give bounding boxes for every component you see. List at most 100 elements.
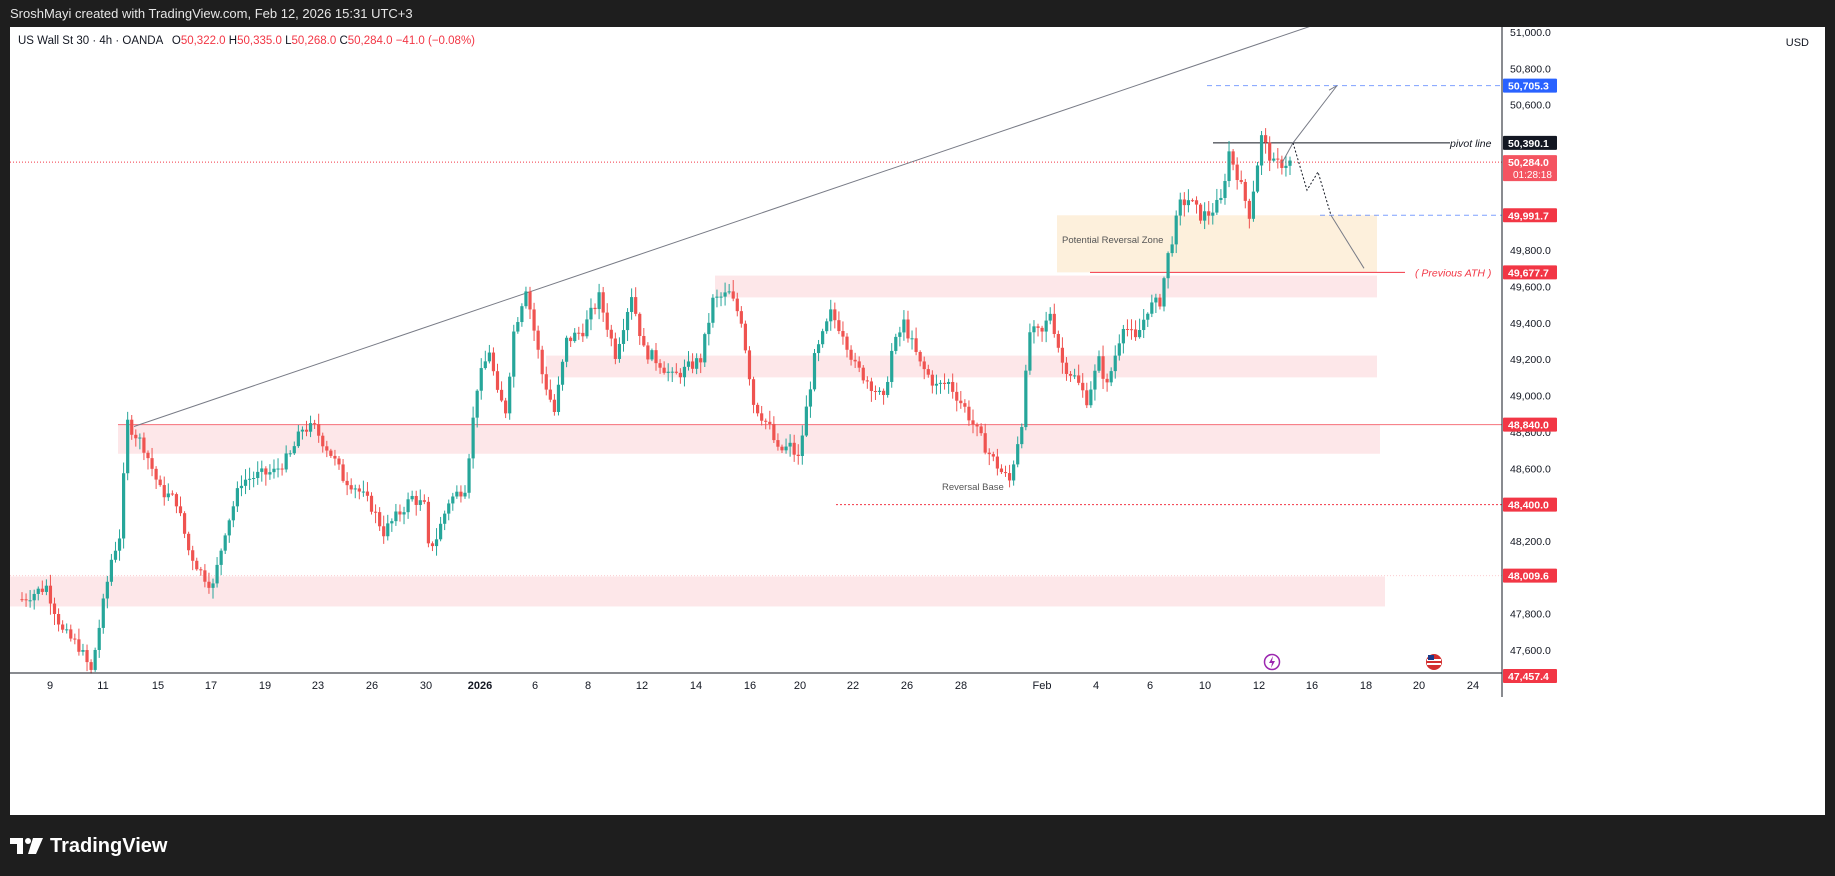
bull-candle [707, 313, 711, 346]
bear-candle [914, 327, 918, 356]
bull-candle [617, 337, 622, 363]
bear-candle [85, 644, 89, 672]
bull-candle [475, 389, 479, 428]
bull-candle [1142, 309, 1146, 339]
bear-candle [837, 311, 841, 335]
annotation-layer: pivot line ( Previous ATH ) Potential Reve… [942, 85, 1492, 493]
bear-candle [548, 379, 552, 403]
bear-candle [991, 451, 995, 462]
bear-candle [134, 429, 138, 447]
bear-candle [504, 397, 508, 419]
bear-candle [1207, 201, 1211, 225]
chart-frame[interactable]: pivot line ( Previous ATH ) Potential Reve… [10, 27, 1825, 815]
bull-candle [1097, 350, 1101, 373]
bear-candle [569, 336, 573, 348]
bull-candle [1170, 236, 1174, 257]
bear-candle [544, 366, 548, 396]
bear-candle [426, 496, 431, 548]
bear-candle [1007, 464, 1012, 488]
bull-candle [406, 492, 410, 519]
bull-candle [1117, 334, 1121, 361]
x-tick-label: 26 [901, 680, 913, 692]
price-label: 49,677.7 [1503, 265, 1557, 280]
bear-candle [1085, 382, 1089, 409]
price-label: 48,400.0 [1503, 497, 1557, 512]
bull-candle [113, 541, 118, 563]
x-tick-label: 18 [1360, 680, 1372, 692]
bear-candle [756, 402, 760, 417]
bear-candle [422, 494, 426, 505]
bear-candle [536, 325, 540, 359]
bull-candle [1044, 311, 1048, 343]
x-tick-label: Feb [1033, 680, 1052, 692]
bull-candle [829, 299, 833, 331]
bull-candle [520, 303, 524, 327]
high-value: 50,335.0 [237, 35, 282, 47]
bull-candle [443, 510, 447, 531]
bull-candle [308, 415, 313, 438]
lightning-event-icon [1263, 653, 1281, 671]
bull-candle [402, 506, 406, 525]
bull-candle [788, 434, 792, 457]
bear-candle [207, 572, 211, 594]
bear-candle [906, 310, 910, 343]
bull-candle [573, 328, 577, 343]
bull-candle [296, 424, 300, 448]
symbol-name: US Wall St 30 · 4h · OANDA [18, 35, 163, 47]
bull-candle [938, 380, 943, 394]
x-tick-label: 16 [1306, 680, 1318, 692]
bear-candle [865, 376, 869, 389]
bull-candle [1121, 324, 1125, 354]
bear-candle [1239, 170, 1243, 185]
bear-candle [24, 593, 28, 607]
bear-candle [743, 320, 748, 354]
x-tick-label: 23 [312, 680, 324, 692]
y-tick-label: 49,200.0 [1510, 354, 1551, 366]
bull-candle [1012, 460, 1016, 486]
price-label: 49,991.7 [1503, 208, 1557, 223]
bull-candle [1162, 276, 1166, 312]
bear-candle [280, 463, 284, 476]
bull-candle [808, 381, 813, 418]
bull-candle [625, 308, 630, 342]
x-tick-label: 16 [744, 680, 756, 692]
bear-candle [967, 400, 971, 426]
bull-candle [934, 374, 939, 395]
price-chart[interactable]: pivot line ( Previous ATH ) Potential Reve… [10, 27, 1825, 815]
bull-candle [247, 467, 252, 490]
bear-candle [333, 449, 337, 466]
bear-candle [1276, 148, 1280, 169]
bear-candle [1040, 325, 1044, 342]
x-tick-label: 8 [585, 680, 591, 692]
bear-candle [20, 592, 24, 602]
bull-candle [126, 411, 130, 481]
bull-candle [268, 464, 272, 480]
y-tick-label: 51,000.0 [1510, 27, 1551, 39]
bull-candle [1109, 367, 1113, 387]
bull-candle [483, 350, 487, 370]
bear-candle [638, 312, 642, 345]
currency-label[interactable]: USD [1785, 37, 1809, 49]
bull-candle [723, 282, 727, 306]
bearish-projection-arrow [1292, 142, 1332, 216]
bear-candle [317, 413, 321, 443]
bear-candle [61, 620, 65, 633]
bear-candle [942, 373, 947, 390]
price-label: 48,009.6 [1503, 568, 1557, 583]
bear-candle [1064, 357, 1069, 381]
bull-candle [215, 557, 219, 588]
bull-candle [1154, 293, 1158, 313]
x-tick-label: 26 [366, 680, 378, 692]
bear-candle [1060, 337, 1065, 374]
bear-candle [975, 422, 979, 437]
bull-candle [1166, 251, 1170, 289]
tradingview-brand[interactable]: TradingView [10, 832, 167, 860]
bear-candle [345, 472, 349, 496]
bull-candle [812, 348, 817, 392]
x-tick-label: 28 [955, 680, 967, 692]
bear-candle [662, 361, 666, 375]
bear-candle [979, 423, 983, 436]
bear-candle [146, 450, 150, 470]
x-tick-label: 4 [1093, 680, 1099, 692]
bull-candle [1259, 130, 1264, 175]
